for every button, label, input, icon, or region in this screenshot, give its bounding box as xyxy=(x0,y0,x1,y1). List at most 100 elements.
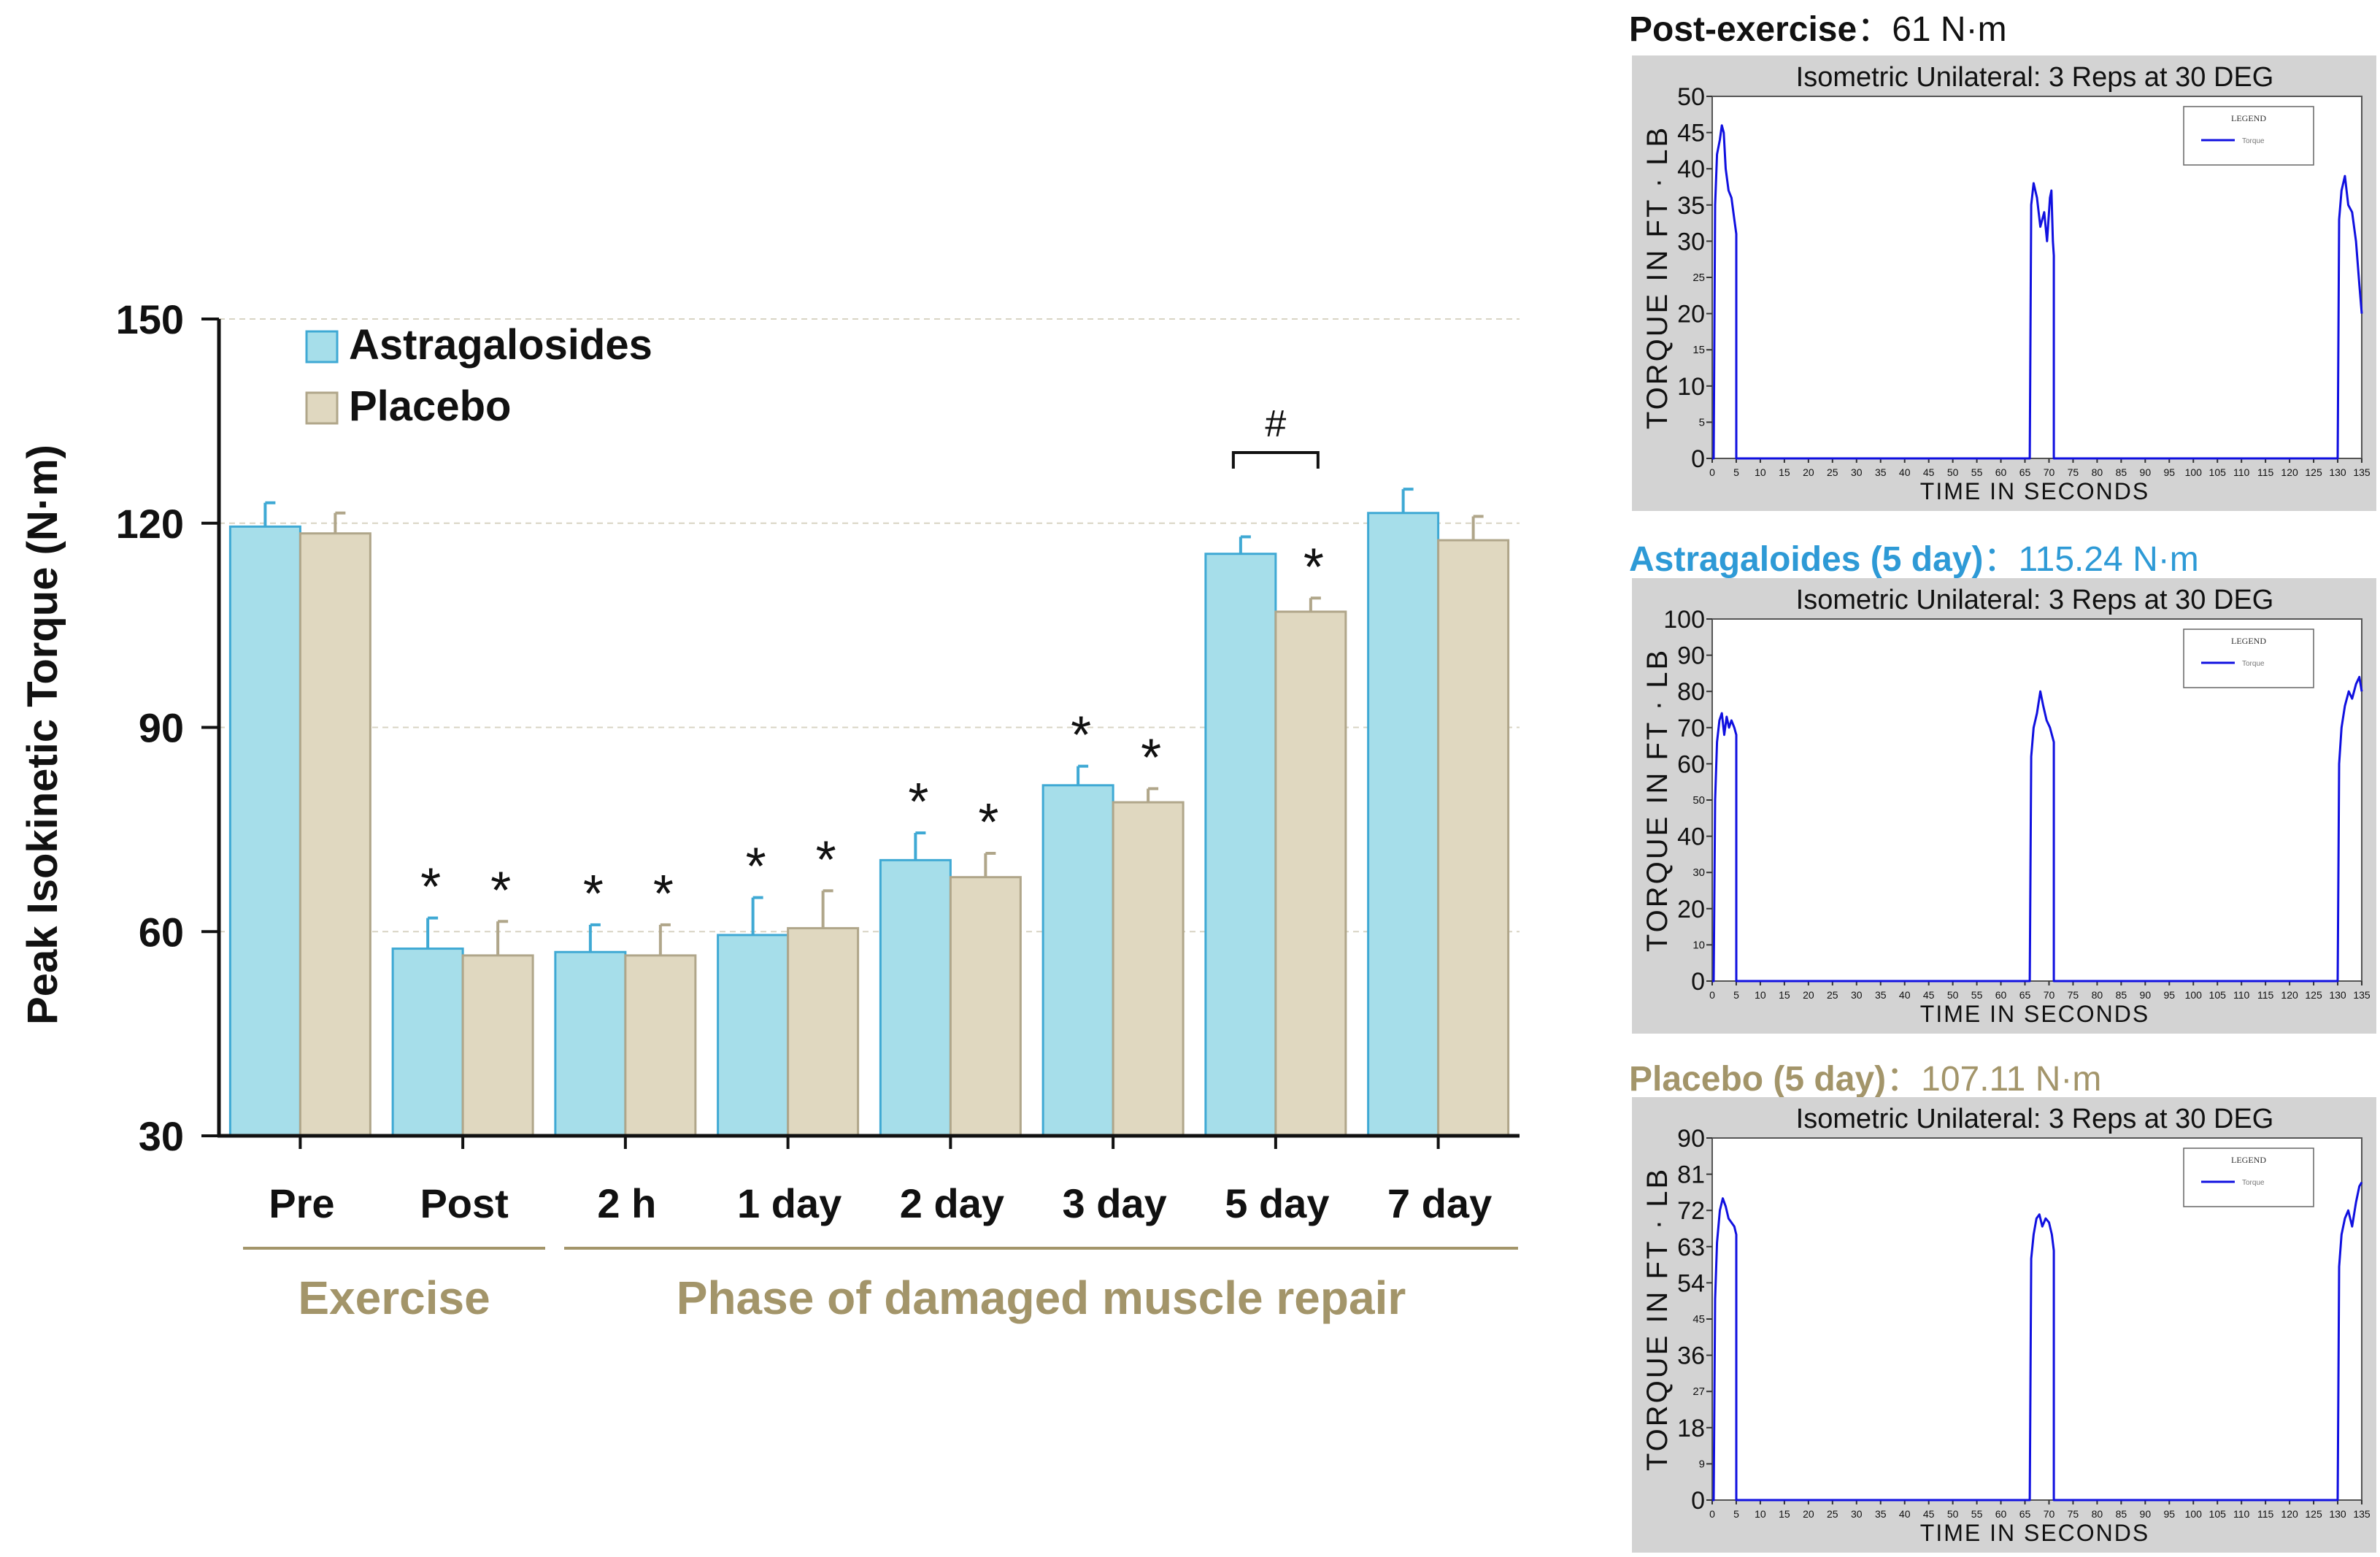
x-tick-label: 50 xyxy=(1947,989,1959,1001)
x-tick-label: 60 xyxy=(1995,989,2007,1001)
x-tick-label: 0 xyxy=(1709,1508,1715,1520)
significance-star: * xyxy=(1303,538,1324,596)
legend-swatch-placebo xyxy=(305,391,339,425)
x-tick-label: 135 xyxy=(2353,466,2371,478)
x-tick-label: 65 xyxy=(2019,989,2031,1001)
x-tick-label: 120 xyxy=(2281,989,2298,1001)
legend-swatch-astragalosides xyxy=(305,330,339,364)
x-tick-label: 110 xyxy=(2233,1508,2250,1520)
y-axis-label: TORQUE IN FT · LB xyxy=(1641,648,1674,952)
bar-astragalosides-1-day xyxy=(717,934,790,1137)
x-tick-label: 60 xyxy=(1995,466,2007,478)
x-tick-label: 5 xyxy=(1733,466,1739,478)
panel-chart-title: Isometric Unilateral: 3 Reps at 30 DEG xyxy=(1796,62,2274,93)
x-tick-label: 90 xyxy=(2140,1508,2152,1520)
y-tick-label: 90 xyxy=(139,705,184,751)
panel-value: ：115.24 N·m xyxy=(1983,540,2199,579)
x-tick-label: 105 xyxy=(2209,1508,2227,1520)
x-tick-label: 115 xyxy=(2257,989,2274,1001)
x-tick-label: 80 xyxy=(2092,989,2103,1001)
y-tick-label: 72 xyxy=(1677,1197,1705,1225)
y-tick-label: 15 xyxy=(1692,344,1705,356)
panel-label: Astragaloides (5 day) xyxy=(1629,540,1984,579)
x-tick-label: 20 xyxy=(1803,466,1814,478)
significance-star: * xyxy=(490,861,511,920)
x-tick-label: 20 xyxy=(1803,1508,1814,1520)
bar-astragalosides-5-day xyxy=(1204,553,1277,1137)
bar-placebo-2-h xyxy=(624,954,697,1137)
bar-placebo-Pre xyxy=(299,532,371,1137)
y-tick-label: 0 xyxy=(1691,1487,1705,1515)
significance-star: * xyxy=(908,773,928,831)
group-label: Exercise xyxy=(298,1272,490,1324)
significance-star: * xyxy=(746,838,766,896)
bar-astragalosides-Post xyxy=(391,947,464,1137)
x-tick-label: 130 xyxy=(2329,1508,2346,1520)
y-tick-label: 5 xyxy=(1699,416,1705,428)
x-tick-label: 10 xyxy=(1755,1508,1766,1520)
y-tick-label: 25 xyxy=(1692,272,1705,284)
legend-title: LEGEND xyxy=(2231,113,2266,123)
significance-star: * xyxy=(1141,728,1161,787)
torque-trace xyxy=(1712,675,2363,983)
x-tick-label: 110 xyxy=(2233,466,2250,478)
x-tick-label: 100 xyxy=(2185,989,2203,1001)
y-tick-label: 90 xyxy=(1677,642,1705,670)
group-label: Phase of damaged muscle repair xyxy=(677,1272,1406,1324)
y-tick-label: 30 xyxy=(139,1113,184,1159)
y-tick-label: 90 xyxy=(1677,1125,1705,1153)
bar-placebo-5-day xyxy=(1274,610,1347,1137)
x-tick-label: 95 xyxy=(2164,1508,2176,1520)
x-tick-label: 40 xyxy=(1899,989,1911,1001)
legend-box xyxy=(2183,106,2314,166)
x-tick-label: 35 xyxy=(1875,1508,1887,1520)
x-tick-label: 7 day xyxy=(1387,1180,1492,1226)
legend-entry: Torque xyxy=(2242,1179,2265,1187)
x-tick-label: 1 day xyxy=(737,1180,842,1226)
x-tick-label: 45 xyxy=(1923,1508,1935,1520)
significance-hash: # xyxy=(1265,403,1286,445)
x-tick-label: 50 xyxy=(1947,1508,1959,1520)
x-tick-label: 105 xyxy=(2209,989,2227,1001)
legend-box xyxy=(2183,628,2314,688)
significance-star: * xyxy=(420,858,441,917)
y-tick-label: 40 xyxy=(1677,155,1705,183)
y-tick-label: 50 xyxy=(1677,83,1705,111)
legend-label-astragalosides: Astragalosides xyxy=(349,321,652,369)
x-tick-label: 120 xyxy=(2281,466,2298,478)
x-tick-label: 90 xyxy=(2140,989,2152,1001)
x-tick-label: 30 xyxy=(1851,989,1863,1001)
y-tick-label: 20 xyxy=(1677,301,1705,328)
x-tick-label: 40 xyxy=(1899,466,1911,478)
x-tick-label: 75 xyxy=(2068,989,2079,1001)
x-tick-label: 130 xyxy=(2329,989,2346,1001)
x-tick-label: 70 xyxy=(2044,989,2055,1001)
x-tick-label: 15 xyxy=(1779,466,1790,478)
x-tick-label: 5 day xyxy=(1225,1180,1329,1226)
y-tick-label: 60 xyxy=(139,909,184,955)
x-tick-label: 15 xyxy=(1779,989,1790,1001)
x-tick-label: 60 xyxy=(1995,1508,2007,1520)
torque-panel-placebo: Isometric Unilateral: 3 Reps at 30 DEG 0 9… xyxy=(1632,1097,2376,1553)
x-tick-label: 5 xyxy=(1733,1508,1739,1520)
significance-bracket xyxy=(1231,451,1320,469)
panel-value: ：61 N·m xyxy=(1857,10,2007,49)
x-tick-label: 90 xyxy=(2140,466,2152,478)
bar-placebo-7-day xyxy=(1437,539,1510,1137)
x-tick-label: 65 xyxy=(2019,1508,2031,1520)
x-tick-label: 110 xyxy=(2233,989,2250,1001)
x-tick-label: 40 xyxy=(1899,1508,1911,1520)
x-tick-label: 100 xyxy=(2185,1508,2203,1520)
x-tick-label: 70 xyxy=(2044,1508,2055,1520)
x-tick-label: 115 xyxy=(2257,1508,2274,1520)
x-axis-label: TIME IN SECONDS xyxy=(1920,1520,2149,1546)
y-tick-label: 10 xyxy=(1692,939,1705,951)
legend-label-placebo: Placebo xyxy=(349,382,511,430)
y-tick-label: 0 xyxy=(1691,968,1705,996)
x-tick-label: 65 xyxy=(2019,466,2031,478)
torque-trace-svg: Isometric Unilateral: 3 Reps at 30 DEG 0 5… xyxy=(1641,62,2371,504)
x-tick-label: 55 xyxy=(1971,989,1983,1001)
legend-entry: Torque xyxy=(2242,660,2265,668)
x-tick-label: 25 xyxy=(1827,466,1838,478)
x-tick-label: 55 xyxy=(1971,466,1983,478)
